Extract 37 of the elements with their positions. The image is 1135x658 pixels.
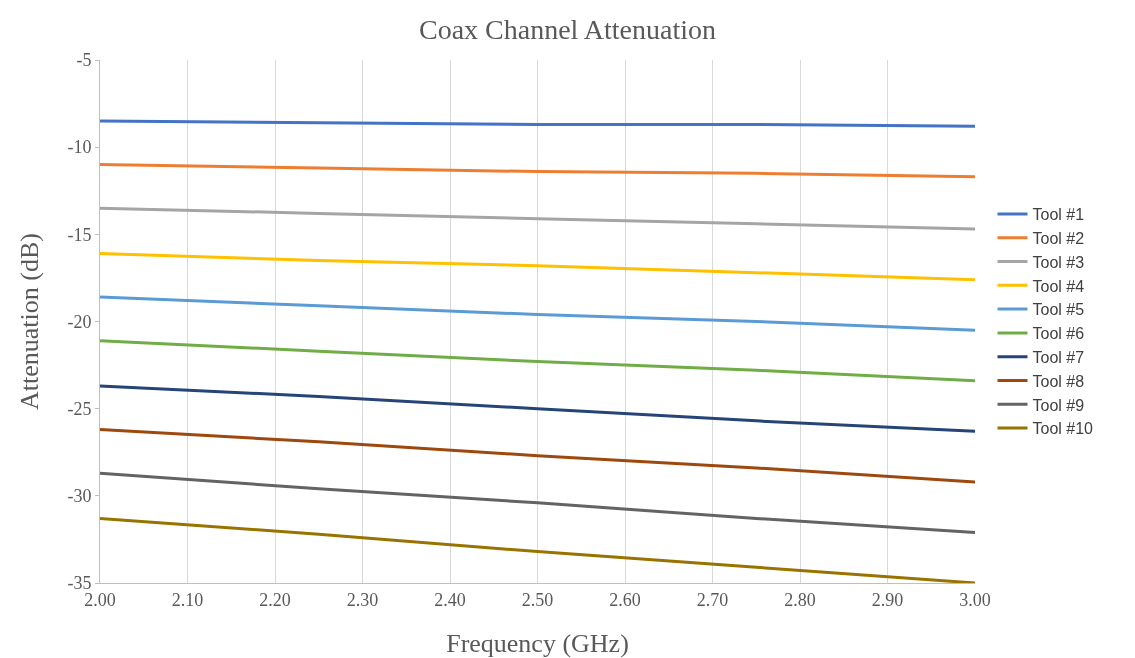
legend-label: Tool #6 <box>1032 325 1085 343</box>
legend-label: Tool #1 <box>1032 206 1085 224</box>
x-tick-label: 2.30 <box>346 589 379 610</box>
legend-label: Tool #10 <box>1032 420 1094 438</box>
line-series <box>100 295 975 332</box>
y-tick-label: -10 <box>67 137 92 158</box>
y-axis-title: Attenuation (dB) <box>15 233 44 410</box>
legend-label: Tool #5 <box>1032 301 1085 319</box>
legend-label: Tool #3 <box>1032 253 1085 271</box>
legend-label: Tool #9 <box>1032 396 1085 414</box>
x-tick-label: 2.10 <box>171 589 204 610</box>
y-tick-label: -5 <box>76 50 92 71</box>
line-series <box>100 339 975 383</box>
x-tick-label: 2.40 <box>434 589 466 610</box>
legend-label: Tool #2 <box>1032 229 1085 247</box>
x-tick-label: 2.60 <box>609 589 641 610</box>
line-series <box>100 471 975 534</box>
x-tick-label: 2.90 <box>871 589 904 610</box>
y-tick-label: -20 <box>67 311 92 332</box>
line-series <box>100 206 975 231</box>
y-tick-label: -15 <box>67 224 92 245</box>
legend-label: Tool #7 <box>1032 348 1085 366</box>
chart-title: Coax Channel Attenuation <box>418 14 717 46</box>
x-axis-title: Frequency (GHz) <box>446 629 629 658</box>
y-tick-label: -25 <box>67 398 92 419</box>
legend-label: Tool #8 <box>1032 372 1085 390</box>
x-tick-label: 2.20 <box>259 589 291 610</box>
line-series <box>100 252 975 282</box>
legend-label: Tool #4 <box>1032 277 1085 295</box>
x-tick-label: 2.70 <box>696 589 729 610</box>
x-tick-label: 2.80 <box>784 589 816 610</box>
y-tick-label: -30 <box>67 486 92 507</box>
x-tick-label: 2.50 <box>521 589 554 610</box>
line-series <box>100 428 975 484</box>
line-series <box>100 163 975 179</box>
x-tick-label: 3.00 <box>959 589 991 610</box>
line-series <box>100 384 975 433</box>
